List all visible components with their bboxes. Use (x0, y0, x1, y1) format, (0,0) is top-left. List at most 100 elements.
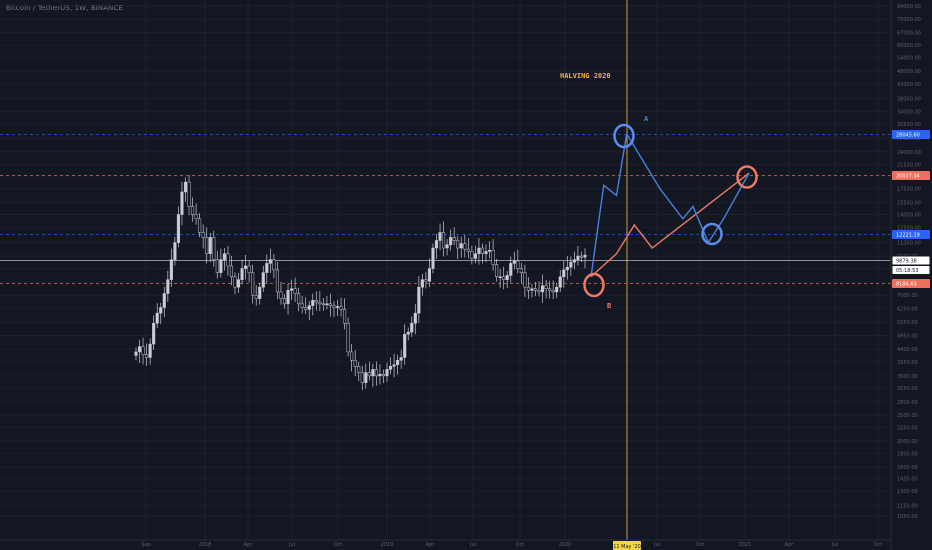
y-tick-label: 2800.00 (897, 400, 918, 406)
candle-body (420, 279, 424, 288)
y-tick-label: 48000.00 (897, 69, 921, 75)
candle-body (279, 291, 283, 299)
candle-body (406, 331, 410, 335)
candle-body (169, 259, 173, 280)
circle-b-top (736, 165, 758, 189)
y-tick-label: 84000.00 (897, 4, 921, 10)
x-tick-label: Oct (874, 542, 883, 548)
y-axis: 84000.00 75000.00 67000.00 60000.00 54000.00… (890, 0, 921, 550)
candle-body (498, 276, 502, 279)
candle-body (268, 259, 272, 264)
label-a: A (644, 115, 649, 123)
candle-body (477, 247, 481, 254)
candle-body (371, 369, 375, 377)
y-tick-label: 24000.00 (897, 150, 921, 156)
candle-body (466, 248, 470, 252)
candle-body (480, 247, 485, 254)
candle-body (134, 351, 138, 356)
candle-body (378, 373, 382, 377)
x-tick-label: Apr (785, 542, 795, 548)
x-tick-label: 2021 (739, 542, 752, 548)
candle-body (166, 279, 170, 294)
candle-body (583, 254, 587, 258)
x-tick-label: 2019 (381, 542, 394, 548)
candle-body (311, 300, 315, 306)
candle-body (236, 279, 241, 288)
price-tag-label-1: 20027.04 (896, 174, 920, 180)
x-highlight-label: 11 May '20 (613, 544, 641, 550)
candle-body (343, 309, 347, 324)
x-tick-label: Oct (516, 542, 525, 548)
candle-body (346, 323, 350, 353)
price-tag-label-3: 9879.38 (896, 259, 917, 265)
annotations: HALVING 2020 A B (560, 72, 649, 310)
price-tag-1 (892, 171, 930, 180)
candle-body (562, 269, 566, 278)
candle-body (572, 259, 576, 263)
candle-body (374, 369, 378, 377)
x-tick-label: Jul (653, 542, 660, 548)
candle-body (487, 250, 492, 252)
candle-body (530, 288, 534, 291)
x-tick-label: Oct (334, 542, 343, 548)
candle-body (417, 286, 421, 314)
candle-body (240, 268, 244, 280)
candle-body (526, 286, 530, 291)
y-tick-label: 43000.00 (897, 82, 921, 88)
y-tick-label: 3150.00 (897, 386, 918, 392)
candle-body (392, 364, 396, 367)
y-tick-label: 2000.00 (897, 439, 918, 445)
candle-body (145, 354, 149, 358)
candle-body (385, 369, 389, 377)
y-tick-label: 5550.00 (897, 320, 918, 326)
y-tick-label: 2500.00 (897, 413, 918, 419)
x-tick-label: Sep (141, 542, 150, 548)
projection-paths (583, 123, 758, 298)
candle-body (233, 276, 237, 288)
candle-body (215, 259, 219, 273)
candle-body (194, 214, 198, 220)
x-tick-label: Jul (469, 542, 476, 548)
candle-body (339, 306, 343, 310)
candle-body (335, 306, 340, 308)
y-tick-label: 1050.00 (897, 514, 918, 520)
x-tick-label: Apr (244, 542, 254, 548)
price-tag-5 (892, 279, 930, 288)
y-tick-label: 6250.00 (897, 306, 918, 312)
candle-body (244, 265, 248, 269)
candle-body (137, 346, 142, 353)
candle-body (258, 286, 262, 299)
candlestick-series (134, 175, 587, 390)
candle-body (449, 237, 453, 245)
candle-body (219, 259, 223, 273)
projection-b-path (590, 172, 750, 278)
candle-body (413, 312, 417, 324)
candle-body (509, 263, 513, 276)
candle-body (579, 255, 584, 258)
x-highlight-tag (613, 541, 641, 550)
candle-body (297, 293, 301, 305)
candle-body (272, 259, 276, 271)
candle-body (364, 372, 368, 383)
candle-body (148, 343, 152, 358)
candle-body (431, 247, 435, 269)
candle-body (445, 244, 449, 249)
candle-body (452, 237, 456, 241)
candle-body (541, 285, 545, 293)
price-tag-4 (891, 265, 931, 275)
price-tag-label-2: 12221.19 (896, 233, 920, 239)
candle-body (265, 263, 269, 273)
candle-body (286, 290, 290, 305)
candle-body (251, 272, 255, 296)
candle-body (565, 267, 569, 271)
candle-body (381, 373, 386, 377)
halving-annotation: HALVING 2020 (560, 72, 611, 80)
candle-body (152, 323, 156, 345)
x-tick-label: 2018 (199, 542, 212, 548)
candle-body (459, 243, 463, 249)
x-tick-label: 2020 (559, 542, 572, 548)
candle-body (187, 181, 191, 207)
candle-body (396, 360, 400, 366)
price-tag-label-0: 28045.60 (896, 133, 920, 139)
